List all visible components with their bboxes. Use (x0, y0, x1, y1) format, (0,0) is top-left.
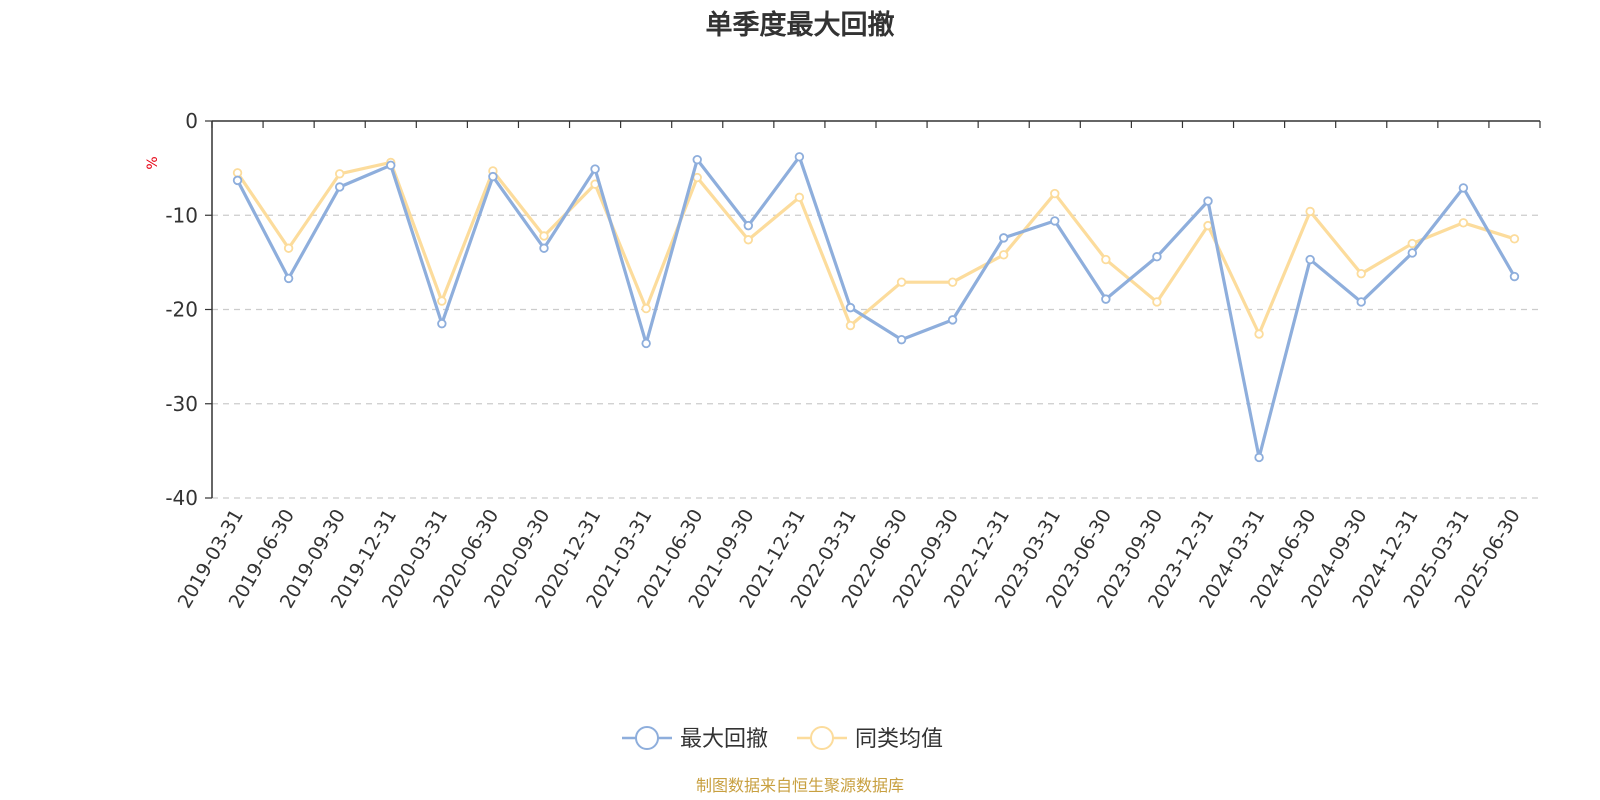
series-0-point[interactable] (488, 171, 498, 182)
series-1-point[interactable] (539, 231, 549, 241)
legend-marker (635, 726, 659, 750)
legend-label: 最大回撤 (680, 727, 768, 752)
series-0-point[interactable] (1101, 294, 1111, 304)
series-1-point[interactable] (998, 250, 1009, 260)
series (232, 152, 1520, 463)
series-0-point[interactable] (947, 315, 958, 325)
series-1-point[interactable] (1509, 234, 1520, 244)
series-0-point[interactable] (896, 334, 907, 345)
series-1-point[interactable] (1101, 254, 1111, 265)
legend-item-0[interactable]: 最大回撤 (622, 726, 768, 752)
series-0-point[interactable] (1203, 196, 1213, 206)
source-note: 制图数据来自恒生聚源数据库 (696, 776, 904, 795)
series-1-point[interactable] (845, 320, 856, 331)
y-tick-label: 0 (185, 109, 198, 133)
series-1-point[interactable] (232, 168, 243, 178)
series-0-point[interactable] (1254, 452, 1264, 463)
series-0-point[interactable] (998, 233, 1009, 243)
series-0-point[interactable] (283, 273, 294, 284)
series-1-point[interactable] (437, 296, 447, 306)
y-tick-label: -30 (165, 392, 198, 416)
y-tick-label: -10 (165, 203, 198, 227)
series-1-point[interactable] (1203, 220, 1213, 231)
series-1-point[interactable] (1050, 188, 1060, 199)
series-1-point[interactable] (1305, 206, 1315, 217)
series-0-point[interactable] (590, 164, 600, 174)
legend-marker (810, 726, 834, 750)
series-1-point[interactable] (794, 192, 805, 203)
series-0-point[interactable] (743, 220, 754, 231)
chart-title: 单季度最大回撤 (706, 9, 895, 41)
series-0-point[interactable] (641, 338, 651, 349)
y-axis-label: % (145, 156, 161, 169)
series-1-point[interactable] (1356, 268, 1366, 279)
series-1-point[interactable] (334, 169, 345, 179)
series-0-point[interactable] (794, 152, 805, 162)
grid (212, 214, 1540, 499)
legend-item-1[interactable]: 同类均值 (797, 726, 943, 752)
y-tick-label: -20 (165, 298, 198, 322)
series-1-point[interactable] (1458, 218, 1469, 228)
series-0-point[interactable] (692, 154, 702, 165)
series-1-point[interactable] (1152, 297, 1162, 307)
series-1-point[interactable] (743, 235, 754, 245)
series-0-point[interactable] (1407, 248, 1418, 258)
series-1-point[interactable] (641, 303, 651, 314)
series-line-1 (236, 160, 1515, 336)
series-0-point[interactable] (232, 175, 243, 186)
series-1-point[interactable] (1254, 329, 1264, 339)
series-0-point[interactable] (334, 182, 345, 192)
series-1-point[interactable] (283, 243, 294, 253)
series-0-point[interactable] (1509, 271, 1520, 282)
y-tick-label: -40 (165, 486, 198, 510)
series-0-point[interactable] (437, 318, 447, 329)
series-0-point[interactable] (1356, 297, 1366, 307)
series-1-point[interactable] (896, 277, 907, 287)
series-0-point[interactable] (1050, 216, 1060, 226)
series-0-point[interactable] (845, 302, 856, 313)
series-0-point[interactable] (1305, 254, 1315, 265)
legend[interactable]: 最大回撤 同类均值 (622, 726, 943, 752)
series-0-point[interactable] (386, 160, 396, 170)
series-0-point[interactable] (1458, 183, 1469, 193)
series-1-point[interactable] (1407, 238, 1418, 249)
series-0-point[interactable] (539, 243, 549, 253)
legend-label: 同类均值 (855, 727, 943, 752)
series-line-0 (236, 155, 1516, 460)
axes: 0-10-20-30-402019-03-312019-06-302019-09… (165, 109, 1541, 612)
series-0-point[interactable] (1152, 252, 1162, 262)
series-1-point[interactable] (947, 277, 958, 287)
